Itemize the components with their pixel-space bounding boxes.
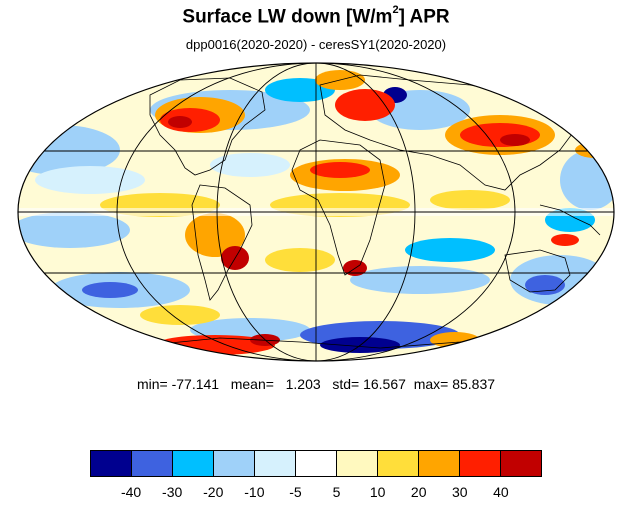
field-patch-red xyxy=(335,89,395,121)
field-patch-darkred xyxy=(500,134,530,146)
field-patch-cyan xyxy=(405,238,495,262)
stat-std-value: 16.567 xyxy=(363,376,406,392)
colorbar-tick-label: 30 xyxy=(452,484,468,500)
field-patch-blue xyxy=(350,266,490,294)
plot-title: Surface LW down [W/m2] APR xyxy=(0,4,632,28)
stat-mean-value: 1.203 xyxy=(285,376,321,392)
colorbar-tick-label: -5 xyxy=(289,484,302,500)
colorbar-tick-label: 40 xyxy=(493,484,509,500)
coastline-maritime xyxy=(539,204,601,236)
coastline-south-america xyxy=(191,184,253,301)
colorbar xyxy=(90,450,542,477)
coastline-africa xyxy=(291,139,386,276)
meridian-ellipse xyxy=(116,63,516,361)
colorbar-tick-label: 5 xyxy=(332,484,341,500)
field-patch-blue xyxy=(560,150,614,210)
colorbar-tick-label: -10 xyxy=(244,484,265,500)
stat-max-label: max= xyxy=(413,376,449,392)
colorbar-swatch xyxy=(91,451,132,476)
field-patch-orange xyxy=(430,332,480,348)
stat-min-label: min= xyxy=(136,376,168,392)
stat-max-value: 85.837 xyxy=(452,376,496,392)
title-text: Surface LW down [W/m xyxy=(182,6,393,28)
field-patch-orange xyxy=(185,213,245,257)
colorbar-tick-label: 10 xyxy=(369,484,386,500)
field-patch-yellow xyxy=(430,190,510,210)
field-patch-lightblue xyxy=(210,153,290,177)
plot-subtitle: dpp0016(2020-2020) - ceresSY1(2020-2020) xyxy=(185,37,447,52)
colorbar-swatch xyxy=(378,451,419,476)
colorbar-swatch xyxy=(419,451,460,476)
coastline-australia xyxy=(504,249,571,293)
colorbar-swatch xyxy=(501,451,541,476)
colorbar-swatch xyxy=(132,451,173,476)
title-superscript: 2 xyxy=(392,4,399,16)
field-patch-red xyxy=(460,123,540,147)
coastline-north-america xyxy=(149,77,266,176)
title-suffix: ] APR xyxy=(398,6,450,28)
colorbar-tick-label: -20 xyxy=(203,484,224,500)
stats-line: min= -77.141 mean= 1.203 std= 16.567 max… xyxy=(0,376,632,392)
colorbar-tick-label: -40 xyxy=(120,484,142,500)
field-patch-lightblue xyxy=(35,166,145,194)
colorbar-swatch xyxy=(214,451,255,476)
field-patch-blue xyxy=(18,212,130,248)
colorbar-swatch xyxy=(173,451,214,476)
colorbar-swatch xyxy=(296,451,337,476)
colorbar-labels: -40 -30 -20 -10 -5 5 10 20 30 40 xyxy=(90,484,542,502)
graticule xyxy=(18,63,614,361)
field-patch-darkred xyxy=(168,116,192,128)
field-patch-red xyxy=(310,162,370,178)
colorbar-swatch xyxy=(255,451,296,476)
meridian-ellipse xyxy=(216,63,416,361)
colorbar-tick-label: -30 xyxy=(162,484,183,500)
field-patch-yellow xyxy=(140,305,220,325)
globe-outline xyxy=(17,62,615,362)
colorbar-swatch xyxy=(337,451,378,476)
field-patch-yellow xyxy=(265,248,335,272)
field-patch-darkblue xyxy=(82,282,138,298)
colorbar-swatch xyxy=(460,451,501,476)
stat-mean-label: mean= xyxy=(230,376,274,392)
stat-std-label: std= xyxy=(332,376,360,392)
colorbar-tick-label: 20 xyxy=(410,484,427,500)
stat-min-value: -77.141 xyxy=(171,376,220,392)
field-patch-red xyxy=(551,234,579,246)
